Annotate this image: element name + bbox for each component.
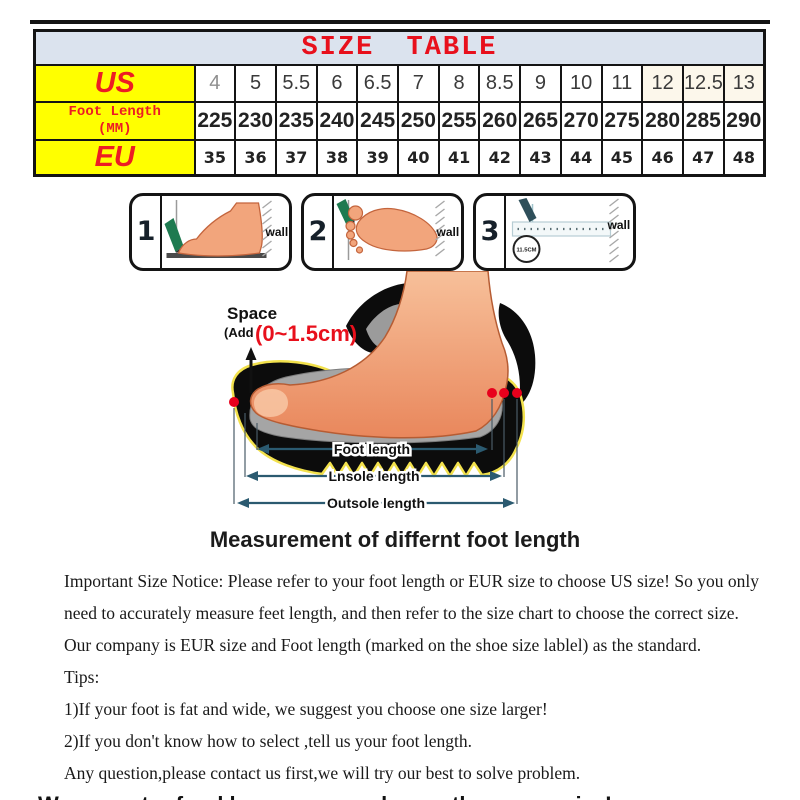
wall-label: wall bbox=[265, 225, 289, 239]
tip-line: 2)If you don't know how to select ,tell … bbox=[64, 730, 473, 751]
size-cell: 12.5 bbox=[681, 63, 725, 103]
add-label: (Add bbox=[224, 325, 254, 340]
foot-length-label: Foot length bbox=[334, 441, 410, 457]
contact-line: Any question,please contact us first,we … bbox=[64, 762, 581, 783]
size-cell: 280 bbox=[641, 100, 684, 141]
size-cell: 8.5 bbox=[478, 63, 522, 103]
size-cell: 285 bbox=[681, 100, 725, 141]
size-cell: 250 bbox=[397, 100, 440, 141]
insole-length-label: Lnsole length bbox=[329, 468, 420, 484]
tip-line: 1)If your foot is fat and wide, we sugge… bbox=[64, 698, 548, 719]
size-cell: 235 bbox=[274, 100, 318, 141]
size-cell: 230 bbox=[234, 100, 277, 141]
size-cell: 41 bbox=[437, 138, 481, 176]
foot-measurement-diagram: Space (Add (0~1.5cm) Foot length Lnsole … bbox=[150, 270, 800, 521]
heel-hook-shape bbox=[498, 302, 536, 407]
size-cell: 225 bbox=[193, 100, 237, 141]
size-notice-block: Important Size Notice: Please refer to y… bbox=[0, 565, 800, 789]
size-cell: 275 bbox=[600, 100, 644, 141]
size-table-title-row: SIZE TABLE bbox=[33, 29, 766, 66]
foot-length-label-line2: (MM) bbox=[97, 120, 132, 137]
size-cell: 13 bbox=[722, 63, 766, 103]
size-cell: 44 bbox=[559, 138, 603, 176]
foot-shape bbox=[249, 270, 509, 439]
size-cell: 240 bbox=[315, 100, 359, 141]
size-cell: 270 bbox=[559, 100, 603, 141]
measure-step-2: 2 wall bbox=[301, 192, 464, 271]
size-cell: 245 bbox=[356, 100, 400, 141]
size-cell: 38 bbox=[315, 138, 359, 176]
foot-measurement-art: Space (Add (0~1.5cm) Foot length Lnsole … bbox=[224, 270, 536, 513]
size-cell: 5 bbox=[234, 63, 277, 103]
guide-lines bbox=[233, 398, 518, 504]
size-cell: 43 bbox=[519, 138, 562, 176]
notice-line: Important Size Notice: Please refer to y… bbox=[64, 570, 759, 591]
size-cell: 9 bbox=[519, 63, 562, 103]
eu-size-row: EU 35 36 37 38 39 40 41 42 43 44 45 46 4… bbox=[33, 138, 766, 176]
tips-label: Tips: bbox=[64, 666, 100, 687]
size-cell: 37 bbox=[274, 138, 318, 176]
size-cell: 7 bbox=[397, 63, 440, 103]
size-cell: 39 bbox=[356, 138, 400, 176]
size-cell: 260 bbox=[478, 100, 522, 141]
size-cell: 35 bbox=[193, 138, 237, 176]
size-cell: 6.5 bbox=[356, 63, 400, 103]
measurement-dots bbox=[229, 387, 522, 407]
space-arrow-head bbox=[245, 346, 257, 360]
size-cell: 8 bbox=[437, 63, 481, 103]
step-1-illustration: wall bbox=[162, 196, 289, 268]
insole-length-arrow bbox=[246, 470, 502, 481]
size-cell: 265 bbox=[519, 100, 562, 141]
outsole-length-label: Outsole length bbox=[327, 495, 425, 511]
size-cell: 11 bbox=[600, 63, 644, 103]
foot-length-row: Foot Length (MM) 225 230 235 240 245 250… bbox=[33, 100, 766, 141]
step-3-illustration: 11.5CM wall bbox=[506, 196, 633, 268]
space-label: Space bbox=[227, 304, 277, 323]
step-2-illustration: wall bbox=[334, 196, 461, 268]
size-cell: 46 bbox=[641, 138, 684, 176]
foot-length-arrow bbox=[257, 443, 488, 454]
notice-line: need to accurately measure feet length, … bbox=[64, 602, 739, 623]
size-cell: 255 bbox=[437, 100, 481, 141]
step-3-number: 3 bbox=[476, 195, 506, 268]
measure-step-1: 1 wall bbox=[129, 192, 292, 271]
ruler-value-label: 11.5CM bbox=[517, 247, 537, 253]
measurement-heading: Measurement of differnt foot length bbox=[209, 526, 581, 552]
size-cell: 42 bbox=[478, 138, 522, 176]
wall-label: wall bbox=[607, 218, 631, 232]
no-refund-warning: We cannot refund because you choose the … bbox=[0, 792, 800, 800]
size-cell: 45 bbox=[600, 138, 644, 176]
size-table: SIZE TABLE US 4 5 5.5 6 6.5 7 8 8.5 9 10… bbox=[33, 29, 766, 177]
collar-pad-shape bbox=[366, 303, 400, 349]
wall-label: wall bbox=[436, 225, 460, 239]
foot-sole-measure-icon: wall bbox=[336, 198, 460, 260]
size-cell: 36 bbox=[234, 138, 277, 176]
notice-line: Our company is EUR size and Foot length … bbox=[64, 634, 702, 655]
big-toe-shape bbox=[254, 388, 288, 417]
size-cell: 290 bbox=[722, 100, 766, 141]
size-cell: 47 bbox=[681, 138, 725, 176]
eu-row-label: EU bbox=[33, 138, 196, 176]
foot-length-label-line1: Foot Length bbox=[68, 103, 161, 120]
us-row-label: US bbox=[33, 63, 196, 103]
size-cell: 40 bbox=[397, 138, 440, 176]
step-2-number: 2 bbox=[304, 195, 334, 268]
size-cell: 5.5 bbox=[274, 63, 318, 103]
ruler-measure-icon: 11.5CM wall bbox=[511, 197, 631, 263]
foot-side-measure-icon: wall bbox=[164, 199, 289, 258]
space-range-label: (0~1.5cm) bbox=[255, 321, 357, 346]
size-cell: 48 bbox=[722, 138, 766, 176]
size-cell: 4 bbox=[193, 63, 237, 103]
size-table-title: SIZE TABLE bbox=[33, 29, 766, 66]
outsole-length-arrow bbox=[237, 497, 515, 508]
size-cell: 10 bbox=[559, 63, 603, 103]
step-1-number: 1 bbox=[132, 195, 162, 268]
measure-step-3: 3 11.5CM wall bbox=[473, 192, 636, 271]
foot-length-row-label: Foot Length (MM) bbox=[33, 100, 196, 141]
size-cell: 6 bbox=[315, 63, 359, 103]
measuring-steps: 1 wall 2 bbox=[129, 192, 800, 271]
us-size-row: US 4 5 5.5 6 6.5 7 8 8.5 9 10 11 12 12.5… bbox=[33, 63, 766, 103]
top-divider bbox=[30, 20, 770, 24]
size-cell: 12 bbox=[641, 63, 684, 103]
